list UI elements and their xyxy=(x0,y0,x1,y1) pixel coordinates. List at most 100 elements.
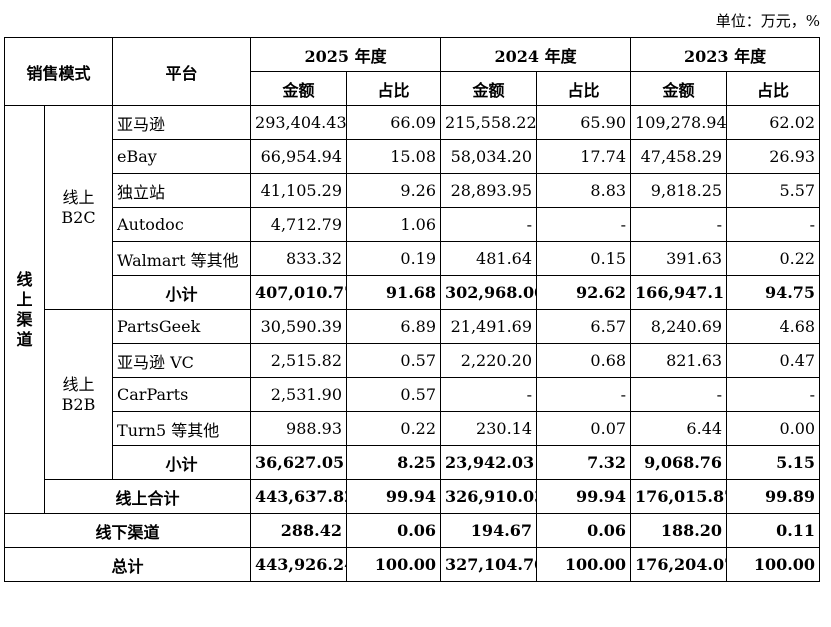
amount-cell: 66,954.94 xyxy=(250,139,348,174)
amount-cell: 9,068.76 xyxy=(630,445,728,480)
unit-label: 单位：万元，% xyxy=(715,12,820,30)
amount-cell: 288.42 xyxy=(250,513,348,548)
amount-cell: 176,015.87 xyxy=(630,479,728,514)
share-cell: 92.62 xyxy=(536,275,632,310)
amount-cell: 327,104.70 xyxy=(440,547,538,582)
table-row: eBay 66,954.94 15.08 58,034.20 17.74 47,… xyxy=(5,139,821,174)
platform-name: eBay xyxy=(112,139,252,174)
amount-cell: 326,910.03 xyxy=(440,479,538,514)
share-cell: 0.68 xyxy=(536,343,632,378)
header-share: 占比 xyxy=(346,71,442,106)
share-cell: - xyxy=(536,207,632,242)
share-cell: 17.74 xyxy=(536,139,632,174)
amount-cell: 2,220.20 xyxy=(440,343,538,378)
amount-cell: 2,515.82 xyxy=(250,343,348,378)
amount-cell: - xyxy=(440,377,538,412)
amount-cell: 176,204.07 xyxy=(630,547,728,582)
share-cell: 99.94 xyxy=(536,479,632,514)
table-row: 独立站 41,105.29 9.26 28,893.95 8.83 9,818.… xyxy=(5,173,821,208)
amount-cell: 58,034.20 xyxy=(440,139,538,174)
share-cell: - xyxy=(726,377,821,412)
amount-cell: 391.63 xyxy=(630,241,728,276)
amount-cell: 833.32 xyxy=(250,241,348,276)
sales-by-channel-table: 销售模式 平台 2025 年度 2024 年度 2023 年度 金额 占比 金额… xyxy=(3,37,821,582)
share-cell: - xyxy=(726,207,821,242)
amount-cell: 9,818.25 xyxy=(630,173,728,208)
grand-total-row: 总计 443,926.24 100.00 327,104.70 100.00 1… xyxy=(3,547,821,582)
header-row-years: 销售模式 平台 2025 年度 2024 年度 2023 年度 xyxy=(3,37,821,106)
amount-cell: 194.67 xyxy=(440,513,538,548)
online-total-row: 线上合计 443,637.82 99.94 326,910.03 99.94 1… xyxy=(5,479,821,514)
share-cell: 1.06 xyxy=(346,207,442,242)
share-cell: 65.90 xyxy=(536,105,632,140)
share-cell: - xyxy=(536,377,632,412)
header-amount: 金额 xyxy=(630,71,728,106)
share-cell: 100.00 xyxy=(536,547,632,582)
amount-cell: 443,637.82 xyxy=(250,479,348,514)
table-row: Walmart 等其他 833.32 0.19 481.64 0.15 391.… xyxy=(5,241,821,276)
amount-cell: 6.44 xyxy=(630,411,728,446)
platform-name: Autodoc xyxy=(112,207,252,242)
platform-name: 亚马逊 VC xyxy=(112,343,252,378)
amount-cell: 47,458.29 xyxy=(630,139,728,174)
share-cell: 91.68 xyxy=(346,275,442,310)
online-channel-char: 渠 xyxy=(16,309,33,329)
amount-cell: 36,627.05 xyxy=(250,445,348,480)
table-row: 亚马逊 VC 2,515.82 0.57 2,220.20 0.68 821.6… xyxy=(5,343,821,378)
share-cell: 0.57 xyxy=(346,377,442,412)
platform-name: Turn5 等其他 xyxy=(112,411,252,446)
header-share: 占比 xyxy=(726,71,821,106)
b2c-group-label: 线上 B2C xyxy=(43,105,114,310)
share-cell: 0.06 xyxy=(346,513,442,548)
platform-name: Walmart 等其他 xyxy=(112,241,252,276)
amount-cell: 109,278.94 xyxy=(630,105,728,140)
share-cell: 5.57 xyxy=(726,173,821,208)
header-year-2023: 2023 年度 xyxy=(630,37,821,72)
share-cell: 0.19 xyxy=(346,241,442,276)
header-year-2025: 2025 年度 xyxy=(250,37,442,72)
share-cell: 99.94 xyxy=(346,479,442,514)
amount-cell: - xyxy=(630,377,728,412)
platform-name: 独立站 xyxy=(112,173,252,208)
table-row: Autodoc 4,712.79 1.06 - - - - xyxy=(5,207,821,242)
share-cell: 0.57 xyxy=(346,343,442,378)
amount-cell: - xyxy=(630,207,728,242)
share-cell: 0.00 xyxy=(726,411,821,446)
grand-total-label: 总计 xyxy=(3,547,252,582)
subtotal-label: 小计 xyxy=(112,275,252,310)
amount-cell: 293,404.43 xyxy=(250,105,348,140)
b2b-subtotal-row: 小计 36,627.05 8.25 23,942.03 7.32 9,068.7… xyxy=(5,445,821,480)
amount-cell: 230.14 xyxy=(440,411,538,446)
b2b-group-label: 线上 B2B xyxy=(43,309,114,480)
online-channel-char: 道 xyxy=(16,329,33,349)
platform-name: PartsGeek xyxy=(112,309,252,344)
amount-cell: 21,491.69 xyxy=(440,309,538,344)
amount-cell: 821.63 xyxy=(630,343,728,378)
online-channel-char: 上 xyxy=(16,289,33,309)
table-row: 线上 B2B PartsGeek 30,590.39 6.89 21,491.6… xyxy=(5,309,821,480)
header-sales-mode: 销售模式 xyxy=(3,37,114,106)
amount-cell: 41,105.29 xyxy=(250,173,348,208)
share-cell: 0.06 xyxy=(536,513,632,548)
share-cell: 8.25 xyxy=(346,445,442,480)
amount-cell: 481.64 xyxy=(440,241,538,276)
amount-cell: 23,942.03 xyxy=(440,445,538,480)
amount-cell: 2,531.90 xyxy=(250,377,348,412)
header-row-metrics: 金额 占比 金额 占比 金额 占比 xyxy=(5,71,821,106)
share-cell: 94.75 xyxy=(726,275,821,310)
share-cell: 9.26 xyxy=(346,173,442,208)
amount-cell: 407,010.77 xyxy=(250,275,348,310)
share-cell: 0.47 xyxy=(726,343,821,378)
header-amount: 金额 xyxy=(440,71,538,106)
amount-cell: 302,968.00 xyxy=(440,275,538,310)
share-cell: 0.22 xyxy=(346,411,442,446)
share-cell: 5.15 xyxy=(726,445,821,480)
amount-cell: 443,926.24 xyxy=(250,547,348,582)
share-cell: 6.89 xyxy=(346,309,442,344)
table-row: Turn5 等其他 988.93 0.22 230.14 0.07 6.44 0… xyxy=(5,411,821,446)
online-channel-char: 线 xyxy=(16,269,33,289)
share-cell: 4.68 xyxy=(726,309,821,344)
amount-cell: 215,558.22 xyxy=(440,105,538,140)
share-cell: 7.32 xyxy=(536,445,632,480)
online-total-label: 线上合计 xyxy=(43,479,252,514)
